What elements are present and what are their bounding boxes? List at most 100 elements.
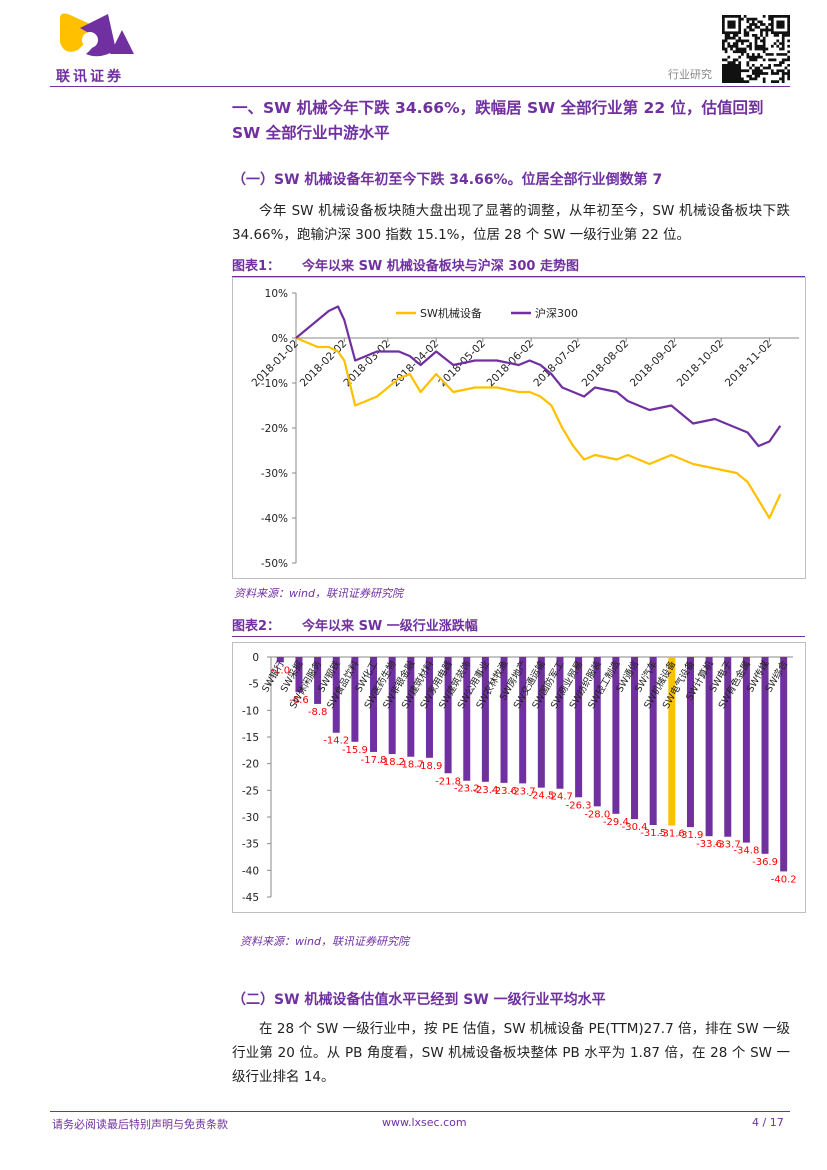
y-tick-label: 10% — [265, 288, 288, 300]
y-tick-label: -30 — [242, 812, 259, 824]
figure-caption: 今年以来 SW 机械设备板块与沪深 300 走势图 — [302, 259, 579, 274]
logo-shape — [110, 30, 134, 54]
bar — [351, 657, 359, 742]
y-tick-label: -45 — [242, 892, 259, 904]
bar — [388, 657, 396, 755]
section-title: 一、SW 机械今年下跌 34.66%，跌幅居 SW 全部行业第 22 位，估值回… — [232, 99, 764, 142]
y-tick-label: -40% — [261, 513, 288, 525]
legend-label: SW机械设备 — [420, 306, 482, 320]
y-tick-label: -15 — [242, 732, 259, 744]
figure-label: 图表1： — [232, 259, 281, 274]
value-label: -28.0 — [584, 809, 610, 820]
y-tick-label: -40 — [242, 865, 259, 877]
paragraph: 在 28 个 SW 一级行业中，按 PE 估值，SW 机械设备 PE(TTM)2… — [232, 1021, 790, 1085]
y-tick-label: -10% — [261, 378, 288, 390]
x-tick-label: 2018-08-02 — [580, 338, 632, 390]
line-chart: 10%0%-10%-20%-30%-40%-50%2018-01-022018-… — [232, 277, 806, 579]
value-label: -14.2 — [323, 736, 349, 747]
value-label: -23.7 — [510, 786, 536, 797]
y-tick-label: 0% — [271, 333, 288, 345]
bar — [519, 657, 527, 784]
bar — [705, 657, 713, 837]
y-tick-label: -20 — [242, 759, 259, 771]
value-label: -1.0 — [271, 665, 291, 676]
value-label: -31.6 — [659, 829, 685, 840]
bar — [761, 657, 769, 854]
footer-website: www.lxsec.com — [382, 1116, 467, 1129]
value-label: -34.8 — [733, 846, 759, 857]
y-tick-label: -35 — [242, 839, 259, 851]
legend-label: 沪深300 — [535, 306, 578, 320]
qr-pattern — [722, 15, 790, 83]
bar — [370, 657, 378, 752]
bar — [631, 657, 639, 820]
logo — [60, 13, 134, 57]
subsection-title: （一）SW 机械设备年初至今下跌 34.66%。位居全部行业倒数第 7 — [232, 172, 663, 188]
value-label: -30.4 — [622, 822, 648, 833]
value-label: -18.7 — [398, 760, 424, 771]
y-tick-label: -25 — [242, 785, 259, 797]
logo-shape — [80, 14, 116, 57]
value-label: -33.6 — [696, 839, 722, 850]
bar — [295, 657, 303, 693]
footer-disclaimer: 请务必阅读最后特别声明与免责条款 — [52, 1118, 228, 1131]
value-label: -40.2 — [771, 874, 797, 885]
bar — [668, 657, 676, 826]
x-tick-label: 2018-10-02 — [675, 338, 727, 390]
bar-chart: 0-5-10-15-20-25-30-35-40-45SW银行-1.0SW采掘-… — [232, 642, 806, 913]
bar — [537, 657, 545, 788]
bar — [556, 657, 564, 789]
value-label: -23.4 — [472, 785, 498, 796]
bar — [481, 657, 489, 782]
paragraph: 今年 SW 机械设备板块随大盘出现了显著的调整，从年初至今，SW 机械设备板块下… — [232, 203, 790, 243]
qr-code — [722, 15, 790, 83]
value-label: -6.6 — [289, 695, 309, 706]
bar — [686, 657, 694, 828]
bar — [332, 657, 340, 733]
value-label: -18.2 — [379, 757, 405, 768]
value-label: -31.9 — [678, 830, 704, 841]
y-tick-label: -30% — [261, 468, 288, 480]
value-label: -24.5 — [528, 791, 554, 802]
series-line — [295, 336, 782, 520]
footer-rule — [50, 1111, 790, 1112]
x-tick-label: 2018-09-02 — [628, 338, 680, 390]
x-tick-label: 2018-11-02 — [723, 338, 775, 390]
value-label: -23.2 — [454, 784, 480, 795]
value-label: -8.8 — [308, 707, 328, 718]
value-label: -31.5 — [640, 828, 666, 839]
bar — [500, 657, 508, 783]
value-label: -24.7 — [547, 792, 573, 803]
y-tick-label: -5 — [249, 679, 259, 691]
bar — [742, 657, 750, 843]
value-label: -26.3 — [566, 800, 592, 811]
value-label: -33.7 — [715, 840, 741, 851]
bar — [425, 657, 433, 758]
value-label: -29.4 — [603, 817, 629, 828]
y-tick-label: -50% — [261, 558, 288, 570]
bar — [444, 657, 452, 774]
bar — [575, 657, 583, 798]
y-tick-label: -20% — [261, 423, 288, 435]
figure-label: 图表2： — [232, 619, 281, 634]
header-rule — [50, 86, 790, 87]
bar — [314, 657, 322, 704]
figure-caption: 今年以来 SW 一级行业涨跌幅 — [302, 619, 478, 634]
value-label: -21.8 — [435, 776, 461, 787]
figure-title: 图表2： 今年以来 SW 一级行业涨跌幅 — [232, 615, 805, 637]
y-tick-label: 0 — [252, 652, 259, 664]
bar — [612, 657, 620, 814]
page-number: 4 / 17 — [752, 1116, 784, 1129]
bar — [649, 657, 657, 825]
value-label: -15.9 — [342, 745, 368, 756]
bar — [724, 657, 732, 837]
y-tick-label: -10 — [242, 705, 259, 717]
figure-title: 图表1： 今年以来 SW 机械设备板块与沪深 300 走势图 — [232, 255, 805, 277]
figure-source: 资料来源：wind，联讯证券研究院 — [240, 935, 410, 948]
subsection-title: （二）SW 机械设备估值水平已经到 SW 一级行业平均水平 — [232, 992, 606, 1008]
bar — [780, 657, 788, 872]
value-label: -18.9 — [417, 761, 443, 772]
figure-source: 资料来源：wind，联讯证券研究院 — [234, 587, 404, 600]
report-category: 行业研究 — [668, 68, 712, 81]
